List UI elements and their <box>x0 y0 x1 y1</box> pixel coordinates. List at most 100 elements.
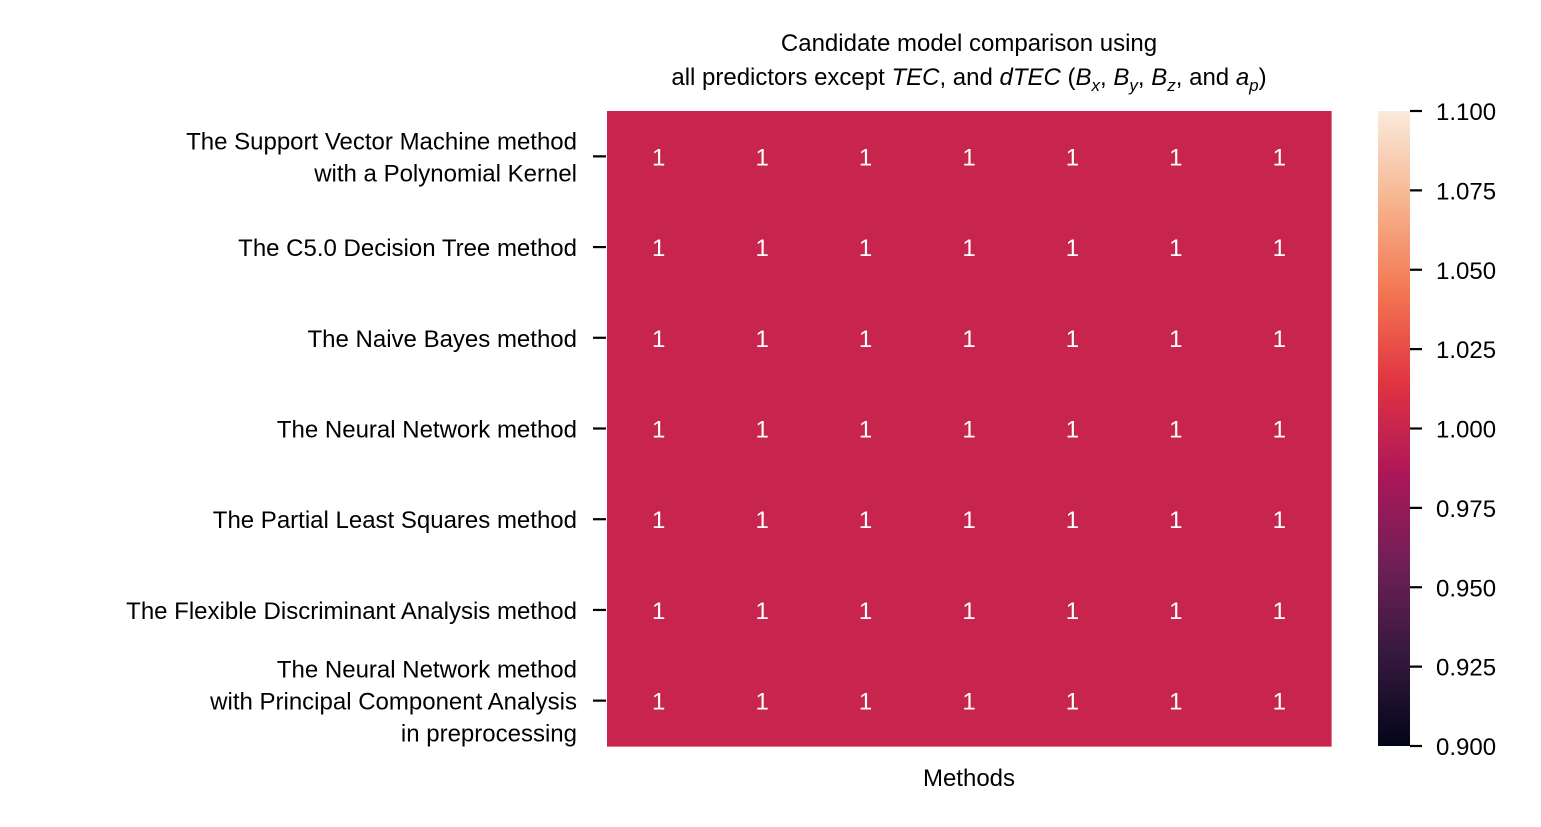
heatmap-cell <box>1227 201 1332 294</box>
heatmap-cell <box>917 383 1022 475</box>
heatmap-cell <box>607 473 712 566</box>
heatmap-cell <box>607 111 712 203</box>
cell-value-label: 1 <box>859 326 872 353</box>
cell-value-label: 1 <box>1066 144 1079 171</box>
cell-value-label: 1 <box>962 689 975 716</box>
heatmap-cell <box>917 473 1022 566</box>
cell-value-label: 1 <box>1273 417 1286 444</box>
heatmap-cell <box>710 655 815 747</box>
cell-value-label: 1 <box>1169 326 1182 353</box>
title-line-1: Candidate model comparison using <box>781 30 1157 57</box>
cell-value-label: 1 <box>652 507 665 534</box>
cell-value-label: 1 <box>1169 235 1182 262</box>
cell-value-label: 1 <box>1273 598 1286 625</box>
heatmap-cell <box>813 564 918 656</box>
cell-value-label: 1 <box>1169 689 1182 716</box>
heatmap-cell <box>917 111 1022 203</box>
cell-value-label: 1 <box>652 235 665 262</box>
heatmap-cell <box>607 655 712 747</box>
cell-value-label: 1 <box>1169 417 1182 444</box>
heatmap-cell <box>813 292 918 384</box>
heatmap-cell <box>607 201 712 294</box>
heatmap-cells: 1 1 1 1 1 1 1 1 1 1 1 1 1 1 1 1 1 1 1 1 1 1 1 1 1 1 1 1 1 1 1 1 1 1 1 1 1 1 1 1… <box>607 111 1332 747</box>
heatmap-cell <box>813 655 918 747</box>
heatmap-cell <box>1124 473 1229 566</box>
heatmap-cell <box>1227 111 1332 203</box>
cell-value-label: 1 <box>859 235 872 262</box>
heatmap-cell <box>1227 564 1332 656</box>
heatmap-cell <box>1124 111 1229 203</box>
heatmap-cell <box>1020 111 1125 203</box>
heatmap-cell <box>607 292 712 384</box>
heatmap-cell <box>1020 473 1125 566</box>
cell-value-label: 1 <box>1273 235 1286 262</box>
cell-value-label: 1 <box>1066 598 1079 625</box>
cell-value-label: 1 <box>962 598 975 625</box>
y-tick-label: The Support Vector Machine method with a … <box>186 128 577 187</box>
cell-value-label: 1 <box>652 144 665 171</box>
cell-value-label: 1 <box>755 326 768 353</box>
cell-value-label: 1 <box>859 417 872 444</box>
heatmap-cell <box>710 201 815 294</box>
heatmap-cell <box>1124 564 1229 656</box>
heatmap-cell <box>710 383 815 475</box>
heatmap-cell <box>1020 383 1125 475</box>
y-tick-label: The Neural Network method <box>277 417 577 444</box>
y-tick-label: The C5.0 Decision Tree method <box>238 235 577 262</box>
cell-value-label: 1 <box>1066 689 1079 716</box>
heatmap-cell <box>1020 564 1125 656</box>
heatmap-cell <box>813 473 918 566</box>
heatmap-cell <box>917 655 1022 747</box>
y-tick-label: The Partial Least Squares method <box>213 507 577 534</box>
heatmap-cell <box>917 292 1022 384</box>
cell-value-label: 1 <box>1273 507 1286 534</box>
cell-value-label: 1 <box>1066 235 1079 262</box>
cell-value-label: 1 <box>1273 144 1286 171</box>
heatmap-cell <box>917 201 1022 294</box>
colorbar-tick-label: 1.050 <box>1436 258 1496 285</box>
y-tick-label: The Flexible Discriminant Analysis metho… <box>126 598 577 625</box>
title-line-2: all predictors except TEC, and dTEC (Bx,… <box>671 64 1266 95</box>
heatmap-cell <box>710 564 815 656</box>
cell-value-label: 1 <box>652 598 665 625</box>
heatmap-cell <box>710 292 815 384</box>
colorbar: 0.900 0.925 0.950 0.975 1.000 1.025 1.050 1.075… <box>1378 99 1496 761</box>
heatmap-cell <box>1124 201 1229 294</box>
heatmap-cell <box>813 383 918 475</box>
heatmap-cell <box>1227 473 1332 566</box>
cell-value-label: 1 <box>962 144 975 171</box>
colorbar-tick-label: 0.950 <box>1436 575 1496 602</box>
cell-value-label: 1 <box>962 326 975 353</box>
heatmap-cell <box>813 201 918 294</box>
heatmap-cell <box>1020 655 1125 747</box>
heatmap-cell <box>813 111 918 203</box>
heatmap-cell <box>607 383 712 475</box>
colorbar-tick-label: 1.000 <box>1436 417 1496 444</box>
cell-value-label: 1 <box>1273 689 1286 716</box>
heatmap-cell <box>1227 292 1332 384</box>
cell-value-label: 1 <box>755 507 768 534</box>
heatmap-cell <box>710 111 815 203</box>
cell-value-label: 1 <box>755 689 768 716</box>
cell-value-label: 1 <box>652 326 665 353</box>
cell-value-label: 1 <box>962 417 975 444</box>
colorbar-tick-label: 0.900 <box>1436 734 1496 761</box>
cell-value-label: 1 <box>1066 507 1079 534</box>
colorbar-tick-label: 1.100 <box>1436 99 1496 126</box>
x-axis-label: Methods <box>923 765 1015 792</box>
colorbar-tick-label: 1.075 <box>1436 178 1496 205</box>
colorbar-tick-label: 0.925 <box>1436 655 1496 682</box>
y-tick-label: The Naive Bayes method <box>308 326 577 353</box>
cell-value-label: 1 <box>755 598 768 625</box>
cell-value-label: 1 <box>859 507 872 534</box>
colorbar-tick-label: 0.975 <box>1436 496 1496 523</box>
cell-value-label: 1 <box>859 598 872 625</box>
cell-value-label: 1 <box>652 417 665 444</box>
cell-value-label: 1 <box>1169 144 1182 171</box>
cell-value-label: 1 <box>755 235 768 262</box>
heatmap-cell <box>917 564 1022 656</box>
colorbar-gradient <box>1378 111 1410 746</box>
heatmap-cell <box>1124 292 1229 384</box>
